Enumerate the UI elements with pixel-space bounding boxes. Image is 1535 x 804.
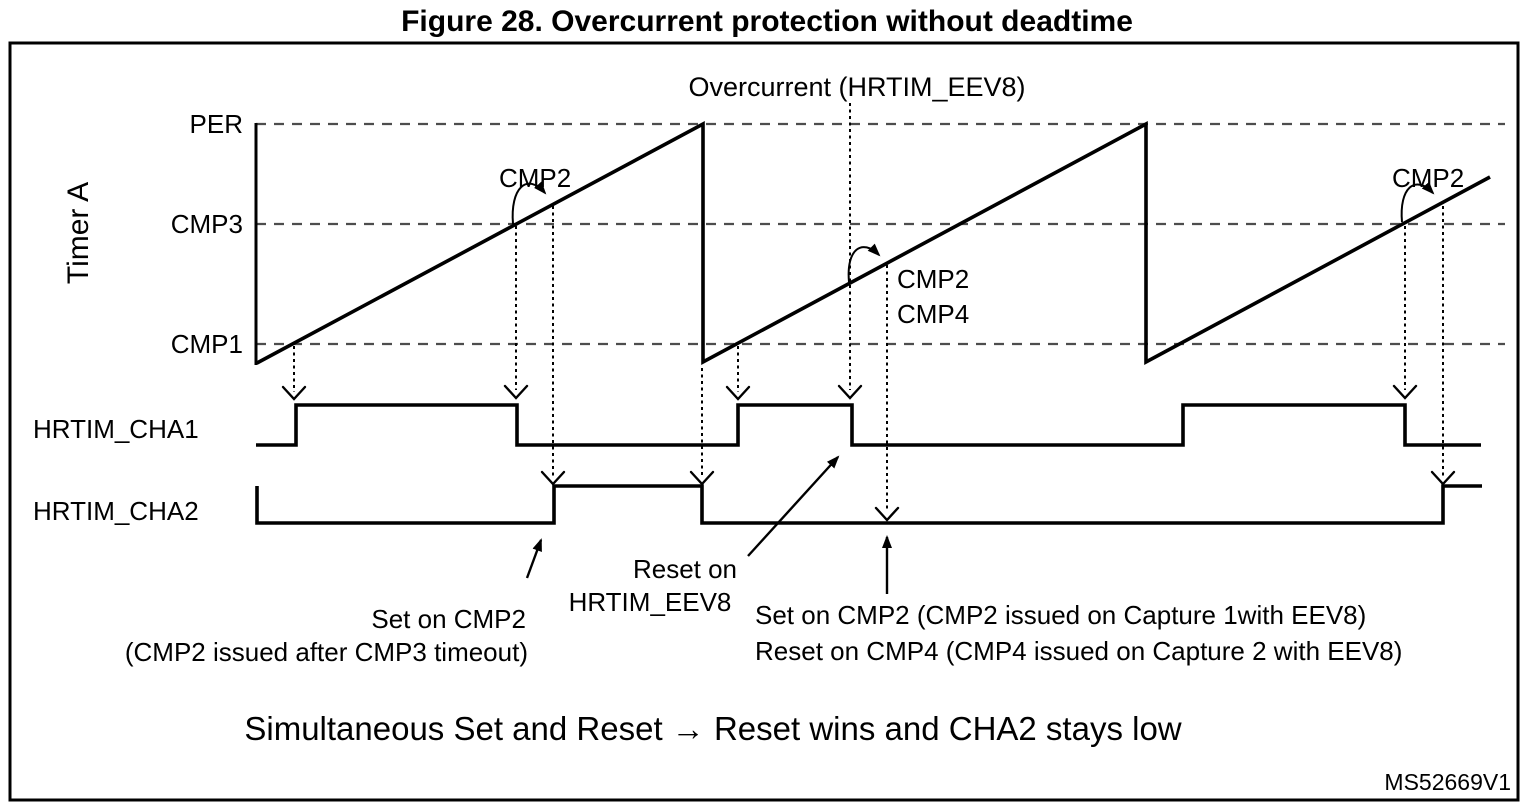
- event-arrowhead-6: [837, 384, 863, 400]
- timer-counter-sawtooth: [256, 120, 1491, 366]
- annotation-arrows: [525, 455, 892, 594]
- set-on-cmp2-line1: Set on CMP2: [371, 604, 526, 634]
- overcurrent-label: Overcurrent (HRTIM_EEV8): [688, 72, 1025, 102]
- figure-title: Figure 28. Overcurrent protection withou…: [401, 5, 1133, 38]
- reset-on-eev8-arrow: [747, 455, 840, 557]
- capture-annotation-line1: Set on CMP2 (CMP2 issued on Capture 1wit…: [755, 600, 1366, 630]
- cmp3-label: CMP3: [171, 209, 243, 239]
- cmp2-label-mid: CMP2: [897, 264, 969, 294]
- cmp2-callout-arrow-1: [511, 181, 547, 225]
- cha2-waveform: [255, 484, 1482, 525]
- figure-border: [8, 41, 1520, 802]
- cmp2-callout-arrow-3: [1400, 181, 1435, 223]
- cmp4-label-mid: CMP4: [897, 299, 969, 329]
- event-arrowhead-3: [540, 470, 566, 486]
- event-arrowhead-2: [503, 384, 529, 400]
- cha1-signal-label: HRTIM_CHA1: [33, 414, 199, 444]
- event-arrowhead-9: [1430, 470, 1456, 486]
- event-arrowhead-5: [725, 385, 751, 401]
- cmp2-callout-arrows: [511, 181, 1435, 283]
- cmp2-label-first: CMP2: [499, 163, 571, 193]
- cmp1-label: CMP1: [171, 329, 243, 359]
- cha2-signal-label: HRTIM_CHA2: [33, 496, 199, 526]
- cmp2-label-right: CMP2: [1392, 163, 1464, 193]
- set-on-cmp2-arrow: [525, 538, 543, 579]
- level-gridlines: [256, 122, 1505, 346]
- cmp2-callout-arrow-2: [847, 243, 881, 283]
- event-lines: [293, 103, 1444, 512]
- event-arrowhead-8: [1392, 384, 1418, 400]
- timer-a-axis-label: Timer A: [62, 182, 95, 284]
- capture-annotation-line2: Reset on CMP4 (CMP4 issued on Capture 2 …: [755, 636, 1402, 666]
- event-arrowhead-4: [689, 470, 715, 486]
- cha1-waveform: [256, 403, 1481, 447]
- event-arrowhead-7: [874, 506, 900, 522]
- watermark-label: MS52669V1: [1384, 769, 1511, 795]
- event-arrowhead-1: [281, 385, 307, 401]
- set-on-cmp2-line2: (CMP2 issued after CMP3 timeout): [125, 637, 528, 667]
- per-label: PER: [190, 109, 243, 139]
- event-arrowheads: [281, 384, 1456, 522]
- reset-on-line2: HRTIM_EEV8: [569, 587, 732, 617]
- reset-on-line1: Reset on: [633, 554, 737, 584]
- conclusion-text: Simultaneous Set and Reset → Reset wins …: [244, 710, 1181, 747]
